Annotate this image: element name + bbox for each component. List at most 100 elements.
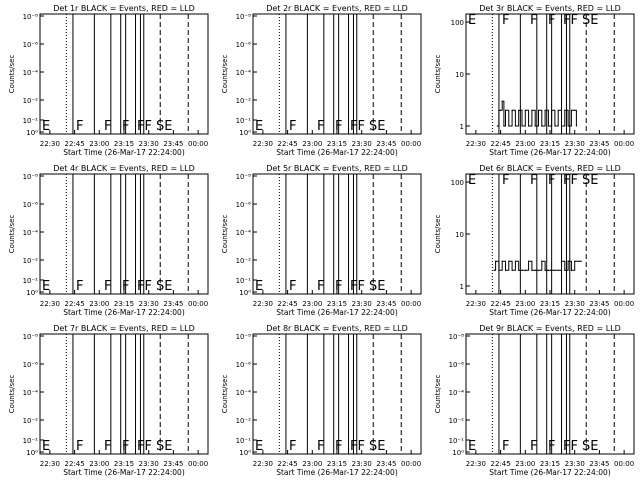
chart-panel-2: Det 2r BLACK = Events, RED = LLD Counts/s… (221, 4, 422, 157)
x-tick-label: 23:45 (163, 140, 183, 148)
plot-frame (252, 13, 422, 135)
flag-label: FF (563, 439, 578, 454)
flag-label: F (122, 279, 129, 294)
y-axis-label: Counts/sec (8, 375, 16, 414)
y-tick-label: 10⁻² (23, 97, 39, 105)
flag-label: F (530, 439, 537, 454)
flag-label: F (317, 439, 324, 454)
y-tick-label: 10⁻⁴ (23, 389, 39, 397)
data-point (503, 125, 505, 127)
x-tick-label: 23:00 (89, 300, 109, 308)
data-point (527, 260, 530, 262)
plot-frame (39, 173, 209, 295)
y-tick-label: 10⁻⁴ (449, 389, 465, 397)
y-tick-label: 10⁻¹ (236, 437, 252, 445)
y-tick-label: 10⁻⁸ (449, 333, 465, 341)
x-tick-label: 22:30 (40, 140, 60, 148)
series-events-line (494, 260, 582, 271)
x-tick-label: 23:45 (589, 300, 609, 308)
x-tick-label: 00:00 (401, 300, 421, 308)
x-tick-label: 23:15 (327, 460, 347, 468)
panel-title: Det 8r BLACK = Events, RED = LLD (266, 324, 408, 333)
y-tick-label: 10⁰ (239, 449, 251, 457)
x-tick-label: 23:15 (327, 300, 347, 308)
chart-panel-1: Det 1r BLACK = Events, RED = LLD Counts/s… (8, 4, 209, 157)
panel-title: Det 6r BLACK = Events, RED = LLD (479, 164, 621, 173)
y-axis-label: Counts/sec (434, 215, 442, 254)
x-tick-label: 22:30 (466, 300, 486, 308)
x-tick-label: 22:45 (64, 300, 84, 308)
x-tick-label: 00:00 (401, 460, 421, 468)
panel-title: Det 1r BLACK = Events, RED = LLD (53, 4, 195, 13)
x-tick-label: 23:30 (139, 140, 159, 148)
flag-label: F (548, 439, 555, 454)
chart-panel-8: Det 8r BLACK = Events, RED = LLD Counts/s… (221, 324, 422, 477)
y-axis-label: Counts/sec (8, 55, 16, 94)
y-tick-label: 10⁻¹ (449, 437, 465, 445)
x-tick-label: 23:00 (302, 140, 322, 148)
flag-label: SE (156, 439, 172, 454)
panel-title: Det 2r BLACK = Events, RED = LLD (266, 4, 408, 13)
data-point (534, 125, 536, 127)
flag-label: F (548, 13, 555, 28)
data-point (560, 125, 563, 127)
flag-label: FF (350, 119, 365, 134)
flag-label: E (255, 119, 263, 134)
flag-label: SE (369, 279, 385, 294)
x-axis-label: Start Time (26-Mar-17 22:24:00) (276, 308, 398, 317)
flag-label: E (468, 13, 476, 28)
y-axis-label: Counts/sec (221, 55, 229, 94)
panel-title: Det 3r BLACK = Events, RED = LLD (479, 4, 621, 13)
flag-label: F (76, 119, 83, 134)
data-point (570, 109, 573, 111)
x-tick-label: 23:45 (589, 460, 609, 468)
x-tick-label: 00:00 (614, 140, 634, 148)
data-point (547, 269, 549, 271)
flag-label: F (335, 439, 342, 454)
flag-label: E (42, 439, 50, 454)
y-tick-label: 10 (455, 71, 464, 79)
x-tick-label: 23:15 (114, 140, 134, 148)
x-tick-label: 23:15 (540, 140, 560, 148)
data-point (541, 260, 543, 262)
y-tick-label: 10⁻⁴ (23, 229, 39, 237)
data-point (499, 109, 502, 111)
flag-label: E (42, 119, 50, 134)
y-tick-label: 10⁻² (23, 257, 39, 265)
flag-label: SE (156, 119, 172, 134)
flag-label: FF (350, 439, 365, 454)
series-events-line (497, 100, 577, 127)
flag-label: SE (369, 119, 385, 134)
x-tick-label: 22:45 (277, 140, 297, 148)
x-tick-label: 23:00 (89, 460, 109, 468)
panel-title: Det 7r BLACK = Events, RED = LLD (53, 324, 195, 333)
x-tick-label: 22:30 (253, 140, 273, 148)
plot-frame (39, 333, 209, 455)
data-point (518, 269, 520, 271)
flag-label: F (76, 279, 83, 294)
x-axis-label: Start Time (26-Mar-17 22:24:00) (489, 468, 611, 477)
data-point (537, 109, 540, 111)
data-point (534, 269, 536, 271)
flag-label: E (468, 173, 476, 188)
panel-title: Det 4r BLACK = Events, RED = LLD (53, 164, 195, 173)
data-point (564, 109, 566, 111)
y-tick-label: 10⁻⁸ (23, 13, 39, 21)
x-tick-label: 22:30 (466, 140, 486, 148)
flag-label: F (335, 279, 342, 294)
flag-label: FF (563, 173, 578, 188)
flag-label: F (530, 13, 537, 28)
plot-frame (465, 333, 635, 455)
y-tick-label: 10⁻⁶ (449, 361, 465, 369)
y-tick-label: 10⁰ (239, 289, 251, 297)
y-tick-label: 1 (460, 283, 464, 291)
panel-title: Det 9r BLACK = Events, RED = LLD (479, 324, 621, 333)
chart-panel-6: Det 6r BLACK = Events, RED = LLD Counts/s… (434, 164, 635, 317)
x-tick-label: 23:00 (89, 140, 109, 148)
x-tick-label: 23:30 (139, 300, 159, 308)
x-tick-label: 22:45 (277, 300, 297, 308)
data-point (570, 269, 573, 271)
y-tick-label: 10⁻⁸ (23, 173, 39, 181)
y-tick-label: 10⁻⁴ (236, 69, 252, 77)
x-tick-label: 23:30 (352, 460, 372, 468)
